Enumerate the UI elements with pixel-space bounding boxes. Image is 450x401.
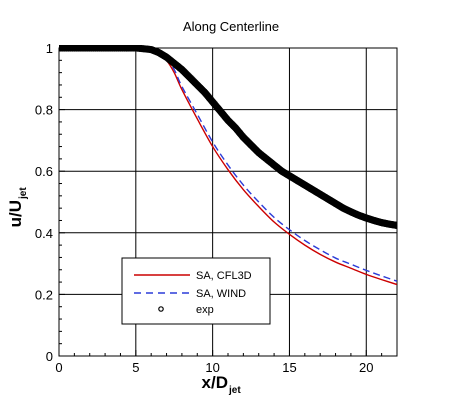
plot-area: 0 5 10 15 20 0 0.2 0.4 0.6 0.8 1 <box>35 41 398 375</box>
x-tick-label: 15 <box>282 360 296 375</box>
y-tick-label: 0.4 <box>35 226 53 241</box>
x-axis-label-sub: jet <box>228 385 241 396</box>
y-tick-label: 0.2 <box>35 287 53 302</box>
x-tick-label: 5 <box>132 360 139 375</box>
data-series <box>59 45 397 286</box>
y-axis-label-sub: jet <box>18 187 29 200</box>
y-axis-label: u/U jet <box>6 187 29 228</box>
x-tick-label: 20 <box>359 360 373 375</box>
x-axis-label: x/D jet <box>202 373 242 396</box>
legend-label-cfl3d: SA, CFL3D <box>196 270 252 282</box>
series-wind-line <box>59 47 397 282</box>
y-tick-label: 0.6 <box>35 164 53 179</box>
legend-swatch-exp <box>158 306 164 312</box>
y-axis-label-main: u/U <box>6 200 25 227</box>
legend-box <box>121 257 271 325</box>
exp-data-point <box>393 221 397 230</box>
axis-ticks: 0 5 10 15 20 0 0.2 0.4 0.6 0.8 1 <box>35 41 398 375</box>
x-tick-label: 0 <box>55 360 62 375</box>
x-tick-label: 10 <box>205 360 219 375</box>
series-exp-markers <box>59 45 397 230</box>
x-axis-label-main: x/D <box>202 373 228 392</box>
y-tick-label: 1 <box>46 41 53 56</box>
y-tick-label: 0.8 <box>35 103 53 118</box>
chart-title: Along Centerline <box>183 19 279 34</box>
legend-label-wind: SA, WIND <box>196 288 246 300</box>
legend-label-exp: exp <box>196 304 214 316</box>
legend: SA, CFL3D SA, WIND exp <box>121 257 271 325</box>
y-tick-label: 0 <box>46 349 53 364</box>
